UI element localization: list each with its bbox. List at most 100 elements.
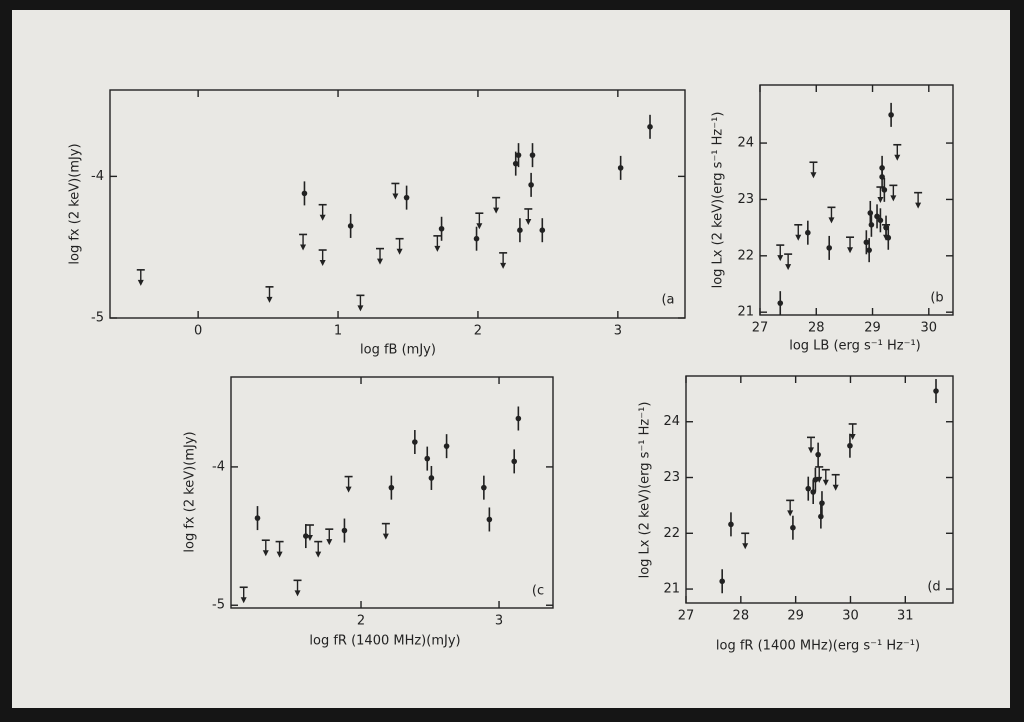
detection-point — [815, 442, 821, 467]
detection-point — [866, 238, 872, 263]
limit-arrow — [262, 550, 269, 557]
upper-limit-point — [776, 244, 785, 262]
limit-arrow — [847, 247, 854, 254]
plot-frame — [109, 89, 686, 319]
dot — [868, 222, 875, 228]
dot — [805, 485, 812, 492]
dot — [515, 152, 522, 158]
dot — [867, 210, 874, 216]
dot — [815, 451, 821, 458]
limit-arrow — [810, 172, 817, 179]
detection-point — [443, 434, 450, 459]
dot — [438, 225, 445, 232]
upper-limit-point — [815, 466, 824, 483]
dot — [877, 217, 884, 224]
limit-arrow — [319, 260, 326, 267]
dot — [539, 227, 546, 233]
upper-limit-point — [492, 196, 501, 214]
limit-arrow — [849, 433, 856, 440]
y-tick-label: 21 — [737, 305, 754, 320]
detection-point — [819, 491, 825, 516]
detection-point — [879, 164, 885, 189]
dot — [512, 160, 519, 167]
detection-point — [863, 230, 870, 255]
x-tick-label: 27 — [678, 609, 695, 624]
x-tick-label: 28 — [808, 321, 825, 336]
upper-limit-point — [381, 522, 390, 540]
detection-point — [528, 172, 534, 197]
limit-arrow — [392, 193, 399, 200]
dot — [819, 500, 825, 506]
x-tick-label: 2 — [474, 324, 482, 339]
limit-arrow — [357, 305, 364, 312]
upper-limit-point — [827, 206, 836, 224]
detection-point — [881, 177, 888, 202]
detection-point — [486, 507, 493, 532]
detection-point — [301, 181, 308, 206]
dot — [303, 533, 309, 539]
dot — [481, 484, 487, 491]
upper-limit-point — [876, 186, 885, 204]
dot — [412, 439, 418, 445]
limit-arrow — [742, 543, 749, 550]
upper-limit-point — [391, 182, 400, 200]
detection-point — [428, 465, 435, 490]
panel-label: (b — [930, 291, 943, 306]
limit-arrow — [300, 244, 307, 251]
upper-limit-point — [299, 233, 308, 251]
dot — [728, 521, 734, 528]
y-tick-label: -4 — [212, 459, 225, 474]
limit-arrow — [306, 535, 313, 542]
y-tick-label: -4 — [91, 169, 104, 184]
limit-arrow — [137, 279, 144, 286]
detection-point — [539, 218, 546, 243]
dot — [863, 239, 870, 246]
limit-arrow — [493, 207, 500, 214]
dot — [347, 223, 354, 229]
detection-point — [403, 185, 410, 210]
detection-point — [877, 208, 884, 233]
limit-arrow — [816, 476, 823, 483]
limit-arrow — [319, 214, 326, 221]
limit-arrow — [276, 551, 283, 558]
upper-limit-point — [293, 579, 302, 597]
limit-arrow — [785, 264, 792, 271]
limit-arrow — [787, 510, 794, 517]
limit-arrow — [326, 539, 333, 546]
limit-arrow — [434, 245, 441, 252]
limit-arrow — [915, 202, 922, 209]
y-axis-label: log Lx (2 keV)(erg s⁻¹ Hz⁻¹) — [711, 112, 726, 289]
dot — [511, 458, 518, 465]
dot — [881, 187, 888, 193]
dot — [473, 235, 480, 242]
detection-point — [388, 475, 395, 500]
upper-limit-point — [395, 237, 404, 255]
panel-label: (a — [661, 293, 674, 308]
dot — [874, 213, 880, 220]
limit-arrow — [877, 197, 884, 204]
dot — [515, 415, 522, 422]
slide-background — [12, 10, 1010, 708]
limit-arrow — [883, 234, 890, 241]
dot — [424, 455, 431, 462]
upper-limit-point — [807, 436, 816, 454]
detection-point — [303, 524, 309, 549]
limit-arrow — [777, 255, 784, 262]
upper-limit-point — [846, 236, 855, 254]
detection-point — [805, 476, 812, 501]
x-tick-label: 3 — [614, 324, 622, 339]
detection-point — [888, 102, 894, 127]
detection-point — [868, 212, 875, 237]
detection-point — [515, 143, 522, 168]
upper-limit-point — [831, 473, 840, 491]
upper-limit-point — [275, 540, 284, 558]
upper-limit-point — [499, 252, 508, 269]
x-tick-label: 0 — [194, 324, 202, 339]
limit-arrow — [795, 234, 802, 241]
x-tick-label: 1 — [334, 324, 342, 339]
detection-point — [617, 155, 624, 180]
detection-point — [812, 467, 819, 492]
detection-point — [529, 143, 536, 168]
y-tick-label: 22 — [737, 248, 754, 263]
detection-point — [412, 430, 418, 455]
